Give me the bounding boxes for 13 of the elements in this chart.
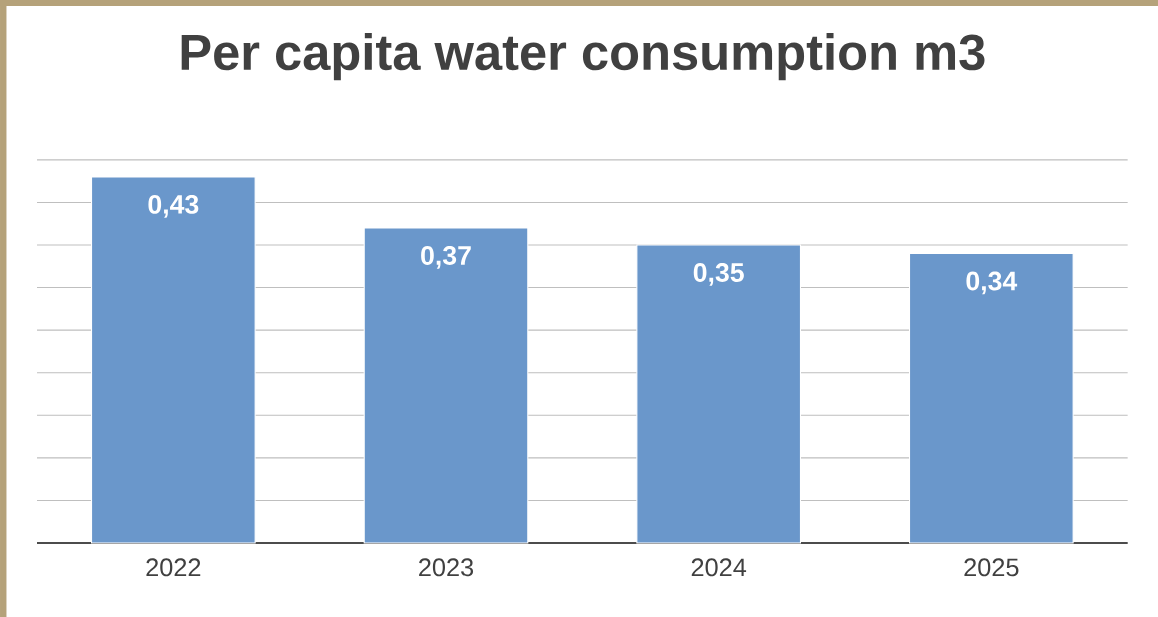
bar — [908, 253, 1074, 544]
data-label: 0,35 — [693, 263, 744, 286]
x-tick-label: 2025 — [964, 558, 1019, 577]
data-label: 0,34 — [966, 271, 1018, 295]
x-tick-label: 2023 — [419, 558, 474, 577]
x-tick-label: 2024 — [691, 558, 747, 577]
bar — [636, 244, 802, 544]
x-tick-label: 2022 — [146, 558, 201, 577]
chart-title: Per capita water consumption m3 — [181, 33, 985, 81]
bar — [91, 176, 256, 544]
data-label: 0,43 — [148, 194, 199, 218]
data-label: 0,37 — [421, 246, 471, 269]
bar — [363, 227, 529, 544]
